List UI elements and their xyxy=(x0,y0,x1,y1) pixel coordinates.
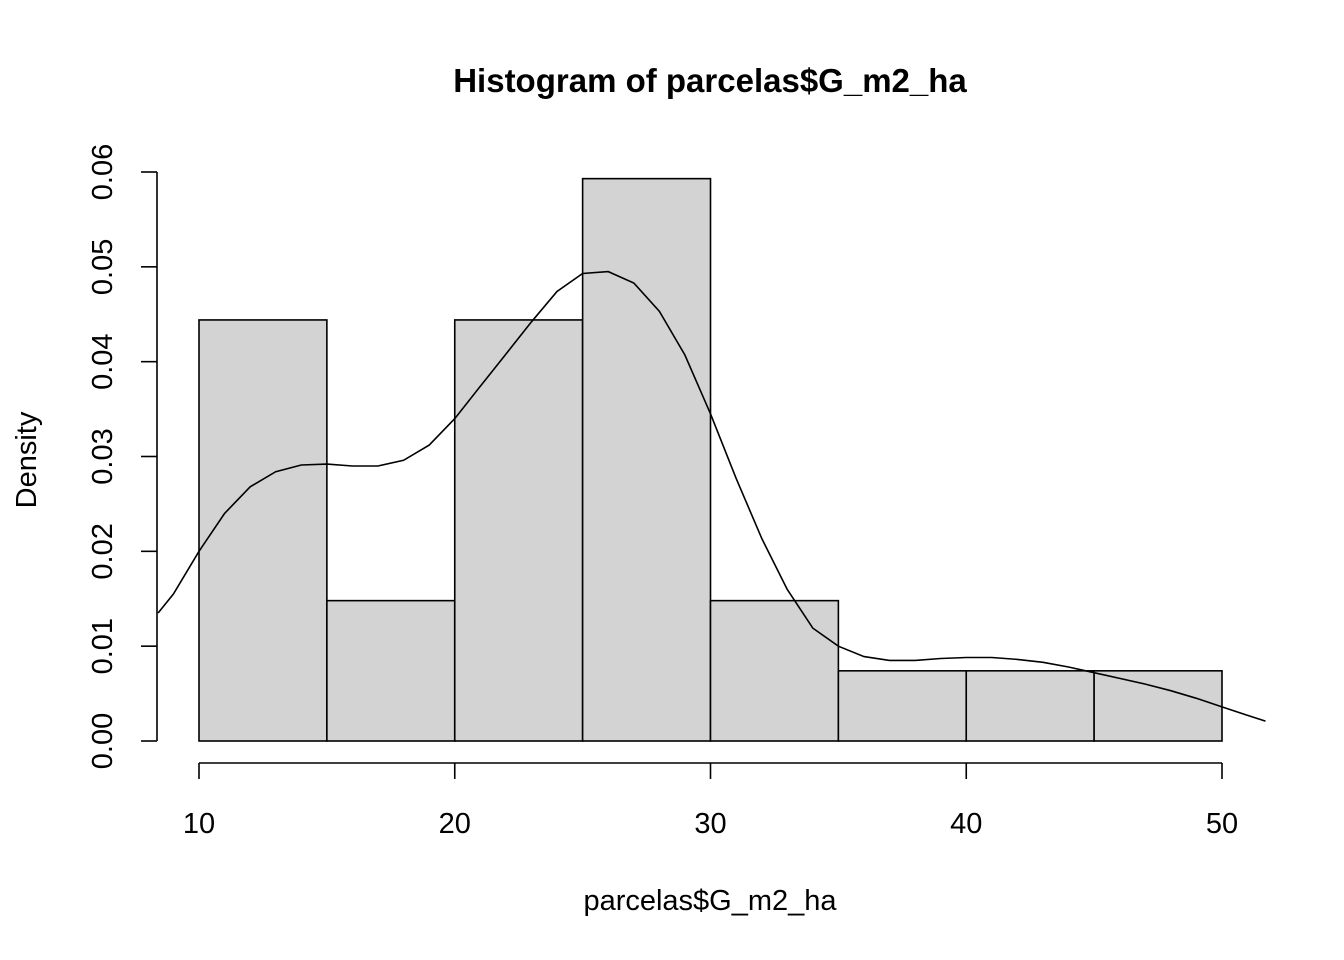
y-tick-label-0.00: 0.00 xyxy=(87,713,119,769)
histogram-bar-30-35 xyxy=(709,599,840,742)
histogram-bar-15-20 xyxy=(326,599,456,742)
x-tick-label-40: 40 xyxy=(950,808,982,840)
y-tick-label-0.06: 0.06 xyxy=(87,144,119,200)
y-tick-label-0.04: 0.04 xyxy=(87,333,119,389)
density-curve xyxy=(157,270,1266,722)
histogram-bar-40-45 xyxy=(965,670,1095,742)
y-axis-label: Density xyxy=(11,411,43,508)
y-tick-label-0.05: 0.05 xyxy=(87,239,119,295)
histogram-bar-20-25 xyxy=(453,319,584,742)
histogram-bar-25-30 xyxy=(581,177,712,742)
y-tick-label-0.03: 0.03 xyxy=(87,428,119,484)
y-axis: 0.00 0.01 0.02 0.03 0.04 0.05 0.06 xyxy=(87,144,158,769)
x-tick-label-20: 20 xyxy=(439,808,471,840)
y-tick-label-0.02: 0.02 xyxy=(87,523,119,579)
histogram-bar-10-15 xyxy=(198,319,328,742)
histogram-bar-45-50 xyxy=(1093,670,1223,742)
x-axis-label: parcelas$G_m2_ha xyxy=(583,885,837,917)
histogram-bars xyxy=(198,177,1223,742)
x-axis: 10 20 30 40 50 xyxy=(183,762,1238,840)
x-tick-label-10: 10 xyxy=(183,808,215,840)
x-tick-label-30: 30 xyxy=(694,808,726,840)
histogram-bar-35-40 xyxy=(837,670,968,742)
chart-title: Histogram of parcelas$G_m2_ha xyxy=(453,62,967,99)
x-tick-label-50: 50 xyxy=(1206,808,1238,840)
y-tick-label-0.01: 0.01 xyxy=(87,618,119,674)
